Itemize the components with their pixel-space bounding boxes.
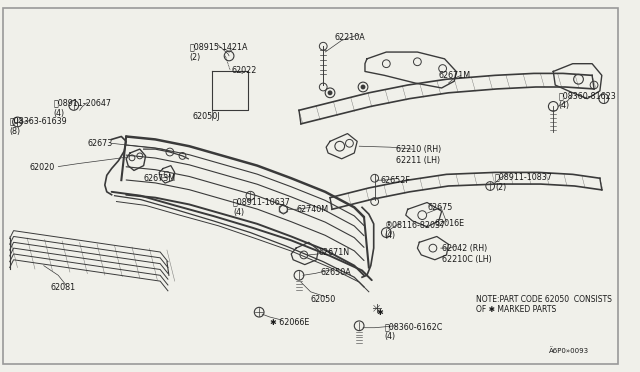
Text: 62673: 62673 (87, 140, 113, 148)
Text: Ⓝ08363-61639
(8): Ⓝ08363-61639 (8) (10, 116, 67, 135)
Text: 62740M: 62740M (296, 205, 328, 214)
Text: 62081: 62081 (51, 283, 76, 292)
Text: 62016E: 62016E (435, 219, 465, 228)
Text: ✱: ✱ (376, 308, 383, 317)
Text: Ⓠ08915-1421A
(2): Ⓠ08915-1421A (2) (189, 42, 248, 62)
Text: ✱ 62066E: ✱ 62066E (270, 318, 309, 327)
Text: 62050J: 62050J (192, 112, 220, 121)
Text: 62671M: 62671M (439, 71, 471, 80)
Text: Ⓝ08360-81623
(4): Ⓝ08360-81623 (4) (558, 91, 616, 110)
Text: 62673M: 62673M (143, 174, 176, 183)
Text: ®08116-82037
(4): ®08116-82037 (4) (385, 221, 445, 240)
Text: 62675: 62675 (427, 203, 452, 212)
Text: 62210 (RH)
62211 (LH): 62210 (RH) 62211 (LH) (396, 145, 442, 165)
Circle shape (360, 84, 365, 89)
Text: 62671N: 62671N (318, 248, 349, 257)
Text: 62210A: 62210A (335, 33, 365, 42)
Text: 62652F: 62652F (381, 176, 410, 185)
Text: Ⓞ08911-10837
(2): Ⓞ08911-10837 (2) (495, 172, 553, 192)
Text: Ⓝ08360-6162C
(4): Ⓝ08360-6162C (4) (385, 322, 443, 341)
Text: 62042 (RH)
62210C (LH): 62042 (RH) 62210C (LH) (442, 244, 492, 264)
Text: 62022: 62022 (231, 65, 257, 75)
Text: Ä6P0»0093: Ä6P0»0093 (549, 347, 589, 354)
Text: Ⓞ08911-10637
(4): Ⓞ08911-10637 (4) (233, 198, 291, 217)
Text: NOTE:PART CODE 62050  CONSISTS
OF ✱ MARKED PARTS: NOTE:PART CODE 62050 CONSISTS OF ✱ MARKE… (476, 295, 611, 314)
Text: 62650A: 62650A (320, 267, 351, 276)
Text: 62020: 62020 (29, 163, 54, 172)
Text: Ⓞ08911-20647
(4): Ⓞ08911-20647 (4) (53, 99, 111, 118)
Text: 62050: 62050 (310, 295, 336, 304)
Circle shape (328, 90, 332, 95)
